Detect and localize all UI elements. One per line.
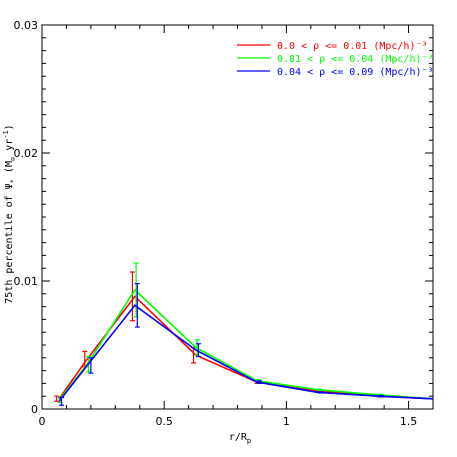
x-axis-title: r/Rp: [229, 432, 251, 445]
y-tick-label: 0.01: [14, 275, 39, 288]
legend-label: 0.04 < ρ <= 0.09 (Mpc/h)⁻³: [277, 67, 434, 78]
y-tick-label: 0.03: [14, 19, 39, 32]
y-axis-title-main: 75th percentile of Ψ: [4, 183, 15, 303]
x-tick-label: 0: [39, 415, 46, 428]
x-tick-label: 1: [283, 415, 290, 428]
y-axis-title-units: (M: [4, 161, 15, 179]
series-line: [58, 295, 434, 400]
ticks-layer: 0 0.5 1 1.5 0 0.01 0.02 0.03: [14, 19, 434, 428]
y-axis-title: 75th percentile of Ψ* (M⊙ yr-1): [2, 124, 17, 303]
legend-label: 0.01 < ρ <= 0.04 (Mpc/h)⁻³: [277, 54, 434, 65]
y-axis-title-sun: ⊙: [9, 157, 17, 161]
series-layer: [54, 262, 434, 406]
y-tick-label: 0: [31, 403, 38, 416]
y-axis-title-close: ): [4, 124, 15, 130]
series-line: [58, 304, 434, 402]
series-line: [58, 288, 434, 401]
y-axis-title-exp: -1: [2, 130, 10, 138]
legend-label: 0.0 < ρ <= 0.01 (Mpc/h)⁻³: [277, 41, 428, 52]
x-tick-label: 1.5: [400, 415, 418, 428]
y-tick-label: 0.02: [14, 147, 39, 160]
series-2: [57, 262, 434, 404]
y-axis-title-yr: yr: [4, 139, 15, 157]
y-axis-title-sub: *: [9, 179, 17, 183]
legend: 0.0 < ρ <= 0.01 (Mpc/h)⁻³ 0.01 < ρ <= 0.0…: [237, 41, 434, 78]
x-tick-label: 0.5: [155, 415, 173, 428]
plot-frame: [41, 24, 434, 410]
plot-area-border: [41, 24, 434, 410]
x-axis-title-sub: p: [247, 437, 251, 445]
series-3: [58, 282, 434, 406]
x-axis-title-main: r/R: [229, 432, 248, 443]
